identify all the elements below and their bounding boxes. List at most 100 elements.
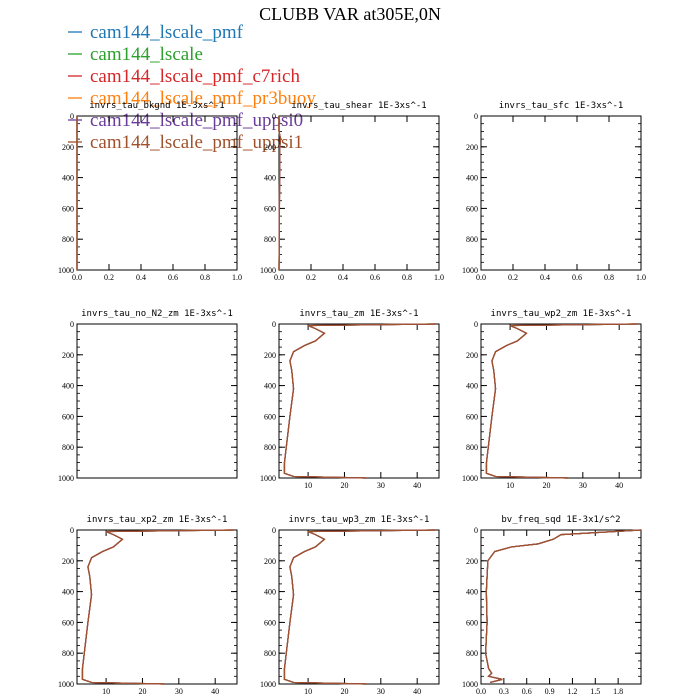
plot-frame bbox=[278, 323, 440, 479]
series-line bbox=[283, 323, 436, 479]
x-tick-label: 30 bbox=[377, 481, 385, 490]
x-tick-label: 10 bbox=[506, 481, 514, 490]
legend-label: cam144_lscale bbox=[90, 44, 203, 65]
y-tick-label: 600 bbox=[264, 412, 276, 421]
y-tick-label: 200 bbox=[466, 143, 478, 152]
plot-frame bbox=[76, 529, 238, 685]
series-line bbox=[81, 529, 234, 685]
x-tick-label: 40 bbox=[211, 687, 219, 696]
x-tick-label: 0.0 bbox=[72, 273, 82, 282]
x-tick-label: 1.0 bbox=[434, 273, 444, 282]
series-line bbox=[484, 529, 642, 684]
x-tick-label: 40 bbox=[615, 481, 623, 490]
chart-panel: invrs_tau_sfc 1E-3xs^-1 0 200 400 600 800 1000… bbox=[462, 101, 646, 282]
x-tick-label: 0.6 bbox=[522, 687, 532, 696]
y-tick-label: 200 bbox=[62, 351, 74, 360]
chart-panel: bv_freq_sqd 1E-3x1/s^2020040060080010000… bbox=[462, 515, 642, 696]
plot-frame bbox=[480, 323, 642, 479]
x-tick-label: 0.6 bbox=[370, 273, 380, 282]
y-tick-label: 1000 bbox=[260, 680, 276, 689]
legend-label: cam144_lscale_pmf bbox=[90, 22, 244, 43]
x-tick-label: 20 bbox=[340, 481, 348, 490]
plot-frame bbox=[278, 529, 440, 685]
x-tick-label: 0.2 bbox=[104, 273, 114, 282]
x-tick-label: 0.4 bbox=[338, 273, 348, 282]
legend-label: cam144_lscale_pmf_uppsi0 bbox=[90, 110, 303, 131]
x-tick-label: 0.8 bbox=[402, 273, 412, 282]
plot-frame bbox=[76, 323, 238, 479]
y-tick-label: 800 bbox=[264, 443, 276, 452]
x-tick-label: 0.6 bbox=[168, 273, 178, 282]
chart-panel: invrs_tau_wp3_zm 1E-3xs^-1 0 200 400 600 800 1… bbox=[260, 515, 440, 696]
legend: cam144_lscale_pmfcam144_lscalecam144_lsc… bbox=[68, 22, 316, 153]
y-tick-label: 800 bbox=[62, 649, 74, 658]
y-tick-label: 600 bbox=[264, 618, 276, 627]
y-tick-label: 600 bbox=[466, 412, 478, 421]
y-tick-label: 400 bbox=[62, 174, 74, 183]
y-tick-label: 400 bbox=[466, 588, 478, 597]
y-tick-label: 0 bbox=[272, 526, 276, 535]
x-tick-label: 0.0 bbox=[274, 273, 284, 282]
panel-title: invrs_tau_wp2_zm 1E-3xs^-1 bbox=[491, 309, 632, 319]
series-line bbox=[283, 323, 436, 479]
y-tick-label: 400 bbox=[264, 382, 276, 391]
x-tick-label: 0.0 bbox=[476, 273, 486, 282]
y-tick-label: 200 bbox=[264, 351, 276, 360]
legend-label: cam144_lscale_pmf_c7rich bbox=[90, 66, 300, 87]
y-tick-label: 400 bbox=[264, 588, 276, 597]
y-tick-label: 1000 bbox=[58, 680, 74, 689]
y-tick-label: 1000 bbox=[58, 474, 74, 483]
x-tick-label: 1.0 bbox=[232, 273, 242, 282]
series-line bbox=[278, 116, 282, 271]
x-tick-label: 0.0 bbox=[476, 687, 486, 696]
y-tick-label: 200 bbox=[62, 557, 74, 566]
series-line bbox=[484, 529, 642, 684]
series-line bbox=[485, 323, 638, 479]
series-line bbox=[283, 323, 436, 479]
y-tick-label: 800 bbox=[466, 235, 478, 244]
series-line bbox=[484, 529, 642, 684]
y-tick-label: 400 bbox=[466, 382, 478, 391]
x-tick-label: 10 bbox=[102, 687, 110, 696]
y-tick-label: 600 bbox=[466, 204, 478, 213]
x-tick-label: 0.2 bbox=[306, 273, 316, 282]
series-line bbox=[484, 529, 642, 684]
x-tick-label: 1.2 bbox=[567, 687, 577, 696]
y-tick-label: 800 bbox=[62, 235, 74, 244]
series-line bbox=[81, 529, 234, 685]
y-tick-label: 400 bbox=[62, 382, 74, 391]
y-tick-label: 800 bbox=[62, 443, 74, 452]
chart-panel: invrs_tau_xp2_zm 1E-3xs^-1 0 200 400 600 800 1… bbox=[58, 515, 238, 696]
x-tick-label: 30 bbox=[579, 481, 587, 490]
x-tick-label: 10 bbox=[304, 687, 312, 696]
y-tick-label: 0 bbox=[70, 112, 74, 121]
y-tick-label: 0 bbox=[474, 526, 478, 535]
x-tick-label: 1.0 bbox=[636, 273, 646, 282]
panel-title: invrs_tau_shear 1E-3xs^-1 bbox=[291, 101, 426, 111]
y-tick-label: 600 bbox=[264, 204, 276, 213]
x-tick-label: 0.6 bbox=[572, 273, 582, 282]
series-line bbox=[81, 529, 234, 685]
panel-title: invrs_tau_xp2_zm 1E-3xs^-1 bbox=[87, 515, 228, 525]
series-line bbox=[81, 529, 234, 685]
panel-title: invrs_tau_sfc 1E-3xs^-1 bbox=[499, 101, 624, 111]
y-tick-label: 800 bbox=[466, 649, 478, 658]
panel-title: bv_freq_sqd 1E-3x1/s^2 bbox=[501, 515, 620, 525]
series-line bbox=[283, 323, 436, 479]
x-tick-label: 40 bbox=[413, 481, 421, 490]
y-tick-label: 1000 bbox=[260, 474, 276, 483]
x-tick-label: 1.5 bbox=[590, 687, 600, 696]
legend-label: cam144_lscale_pmf_pr3buoy bbox=[90, 88, 316, 109]
y-tick-label: 600 bbox=[62, 618, 74, 627]
y-tick-label: 1000 bbox=[462, 680, 478, 689]
y-tick-label: 600 bbox=[62, 412, 74, 421]
x-tick-label: 0.4 bbox=[136, 273, 146, 282]
x-tick-label: 0.9 bbox=[545, 687, 555, 696]
y-tick-label: 1000 bbox=[462, 474, 478, 483]
series-line bbox=[283, 529, 436, 685]
y-tick-label: 800 bbox=[466, 443, 478, 452]
y-tick-label: 1000 bbox=[260, 266, 276, 275]
series-line bbox=[283, 529, 436, 685]
y-tick-label: 0 bbox=[474, 112, 478, 121]
